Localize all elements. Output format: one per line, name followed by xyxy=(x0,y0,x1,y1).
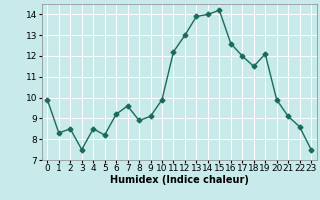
X-axis label: Humidex (Indice chaleur): Humidex (Indice chaleur) xyxy=(110,175,249,185)
